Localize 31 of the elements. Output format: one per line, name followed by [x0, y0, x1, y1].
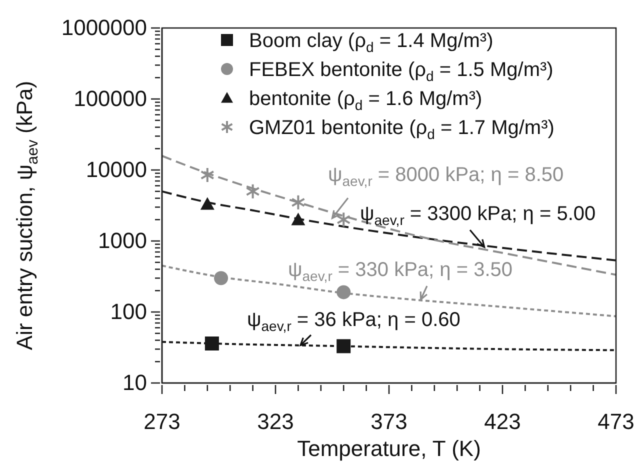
- point: [200, 197, 214, 210]
- y-tick-label: 1000000: [61, 15, 147, 40]
- x-tick-label: 423: [484, 409, 521, 434]
- annotation: ψ$_{aev,r}$ = 3300 kPa; η = 5.00: [360, 203, 596, 228]
- legend-label: bentonite (ρ$_{d}$ = 1.6 Mg/m³): [249, 88, 482, 113]
- annotation: ψ$_{aev,r}$ = 330 kPa; η = 3.50: [288, 259, 512, 284]
- legend-label: Boom clay (ρ$_{d}$ = 1.4 Mg/m³): [249, 30, 494, 55]
- point: [246, 183, 260, 200]
- point: [200, 167, 214, 184]
- x-tick-label: 323: [257, 409, 294, 434]
- y-tick-label: 1000: [98, 228, 147, 253]
- x-tick-label: 273: [144, 409, 180, 434]
- point: [336, 339, 351, 354]
- y-tick-label: 10: [122, 370, 147, 395]
- annotation: ψ$_{aev,r}$ = 8000 kPa; η = 8.50: [328, 164, 564, 189]
- x-axis-title: Temperature, T (K): [297, 436, 481, 461]
- y-tick-label: 100000: [74, 86, 147, 111]
- legend-label: GMZ01 bentonite (ρ$_{d}$ = 1.7 Mg/m³): [249, 117, 554, 142]
- y-tick-label: 10000: [86, 157, 147, 182]
- point: [291, 194, 306, 210]
- line-series: [162, 190, 616, 262]
- point: [204, 336, 219, 351]
- point: [336, 285, 351, 300]
- point: [214, 271, 228, 286]
- point: [336, 212, 351, 228]
- legend-label: FEBEX bentonite (ρ$_{d}$ = 1.5 Mg/m³): [249, 59, 554, 84]
- x-tick-label: 373: [370, 409, 408, 434]
- y-tick-label: 100: [110, 299, 147, 324]
- x-tick-label: 473: [598, 409, 634, 434]
- annotation: ψ$_{aev,r}$ = 36 kPa; η = 0.60: [247, 309, 460, 334]
- point: [291, 212, 306, 226]
